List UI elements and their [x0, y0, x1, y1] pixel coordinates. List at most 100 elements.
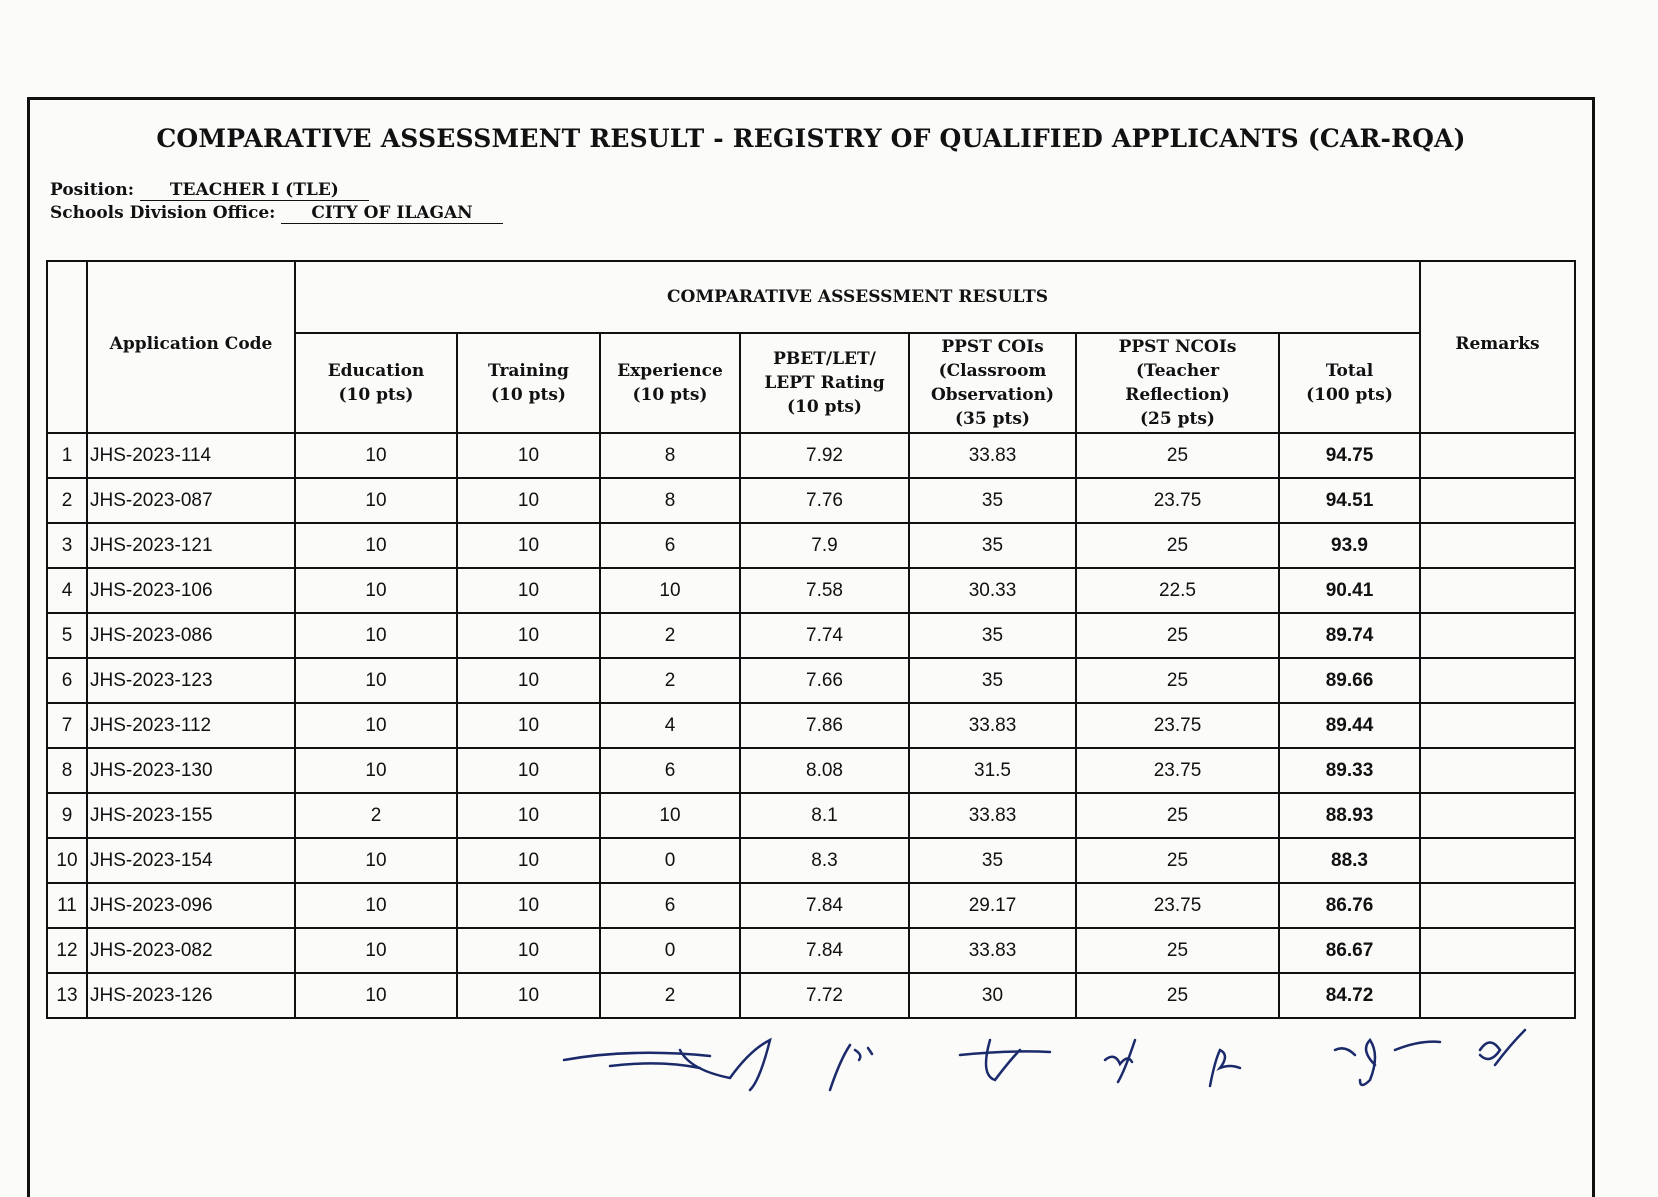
cell-experience: 2	[599, 657, 741, 704]
cell-row-number: 6	[46, 657, 88, 704]
cell-total: 94.75	[1278, 432, 1421, 479]
cell-application-code: JHS-2023-126	[86, 972, 296, 1019]
cell-pbet-rating: 7.66	[739, 657, 910, 704]
cell-training: 10	[456, 927, 601, 974]
cell-ppst-ncois: 25	[1075, 792, 1280, 839]
cell-total: 84.72	[1278, 972, 1421, 1019]
cell-education: 10	[294, 432, 458, 479]
cell-total: 89.74	[1278, 612, 1421, 659]
cell-ppst-cois: 33.83	[908, 792, 1077, 839]
cell-pbet-rating: 7.58	[739, 567, 910, 614]
cell-pbet-rating: 7.76	[739, 477, 910, 524]
document-title: COMPARATIVE ASSESSMENT RESULT - REGISTRY…	[156, 124, 1466, 153]
header-experience: Experience (10 pts)	[599, 332, 741, 434]
header-total: Total (100 pts)	[1278, 332, 1421, 434]
cell-education: 10	[294, 882, 458, 929]
header-experience-line: (10 pts)	[632, 385, 708, 405]
cell-row-number: 10	[46, 837, 88, 884]
cell-pbet-rating: 8.1	[739, 792, 910, 839]
cell-training: 10	[456, 432, 601, 479]
cell-pbet-rating: 8.08	[739, 747, 910, 794]
cell-education: 10	[294, 477, 458, 524]
signature-3	[958, 1038, 1052, 1082]
table-row: 1 JHS-2023-114 10 10 8 7.92 33.83 25 94.75	[46, 432, 1576, 479]
cell-education: 2	[294, 792, 458, 839]
table-row: 10 JHS-2023-154 10 10 0 8.3 35 25 88.3	[46, 837, 1576, 884]
cell-ppst-ncois: 23.75	[1075, 702, 1280, 749]
cell-application-code: JHS-2023-096	[86, 882, 296, 929]
cell-ppst-cois: 35	[908, 612, 1077, 659]
cell-experience: 0	[599, 927, 741, 974]
table-row: 5 JHS-2023-086 10 10 2 7.74 35 25 89.74	[46, 612, 1576, 659]
cell-remarks	[1419, 747, 1576, 794]
cell-total: 89.44	[1278, 702, 1421, 749]
cell-ppst-ncois: 25	[1075, 432, 1280, 479]
cell-application-code: JHS-2023-112	[86, 702, 296, 749]
header-pbet-line: PBET/LET/	[773, 349, 876, 369]
table-row: 9 JHS-2023-155 2 10 10 8.1 33.83 25 88.93	[46, 792, 1576, 839]
table-row: 12 JHS-2023-082 10 10 0 7.84 33.83 25 86.67	[46, 927, 1576, 974]
header-cois-line: (35 pts)	[955, 409, 1030, 429]
cell-education: 10	[294, 522, 458, 569]
cell-application-code: JHS-2023-130	[86, 747, 296, 794]
cell-total: 86.67	[1278, 927, 1421, 974]
cell-remarks	[1419, 522, 1576, 569]
header-cois: PPST COIs (Classroom Observation) (35 pts)	[908, 332, 1077, 434]
cell-application-code: JHS-2023-082	[86, 927, 296, 974]
cell-training: 10	[456, 657, 601, 704]
header-pbet-line: (10 pts)	[787, 397, 862, 417]
cell-remarks	[1419, 657, 1576, 704]
cell-education: 10	[294, 837, 458, 884]
cell-application-code: JHS-2023-106	[86, 567, 296, 614]
cell-pbet-rating: 7.92	[739, 432, 910, 479]
sdo-label: Schools Division Office:	[50, 203, 276, 223]
cell-experience: 10	[599, 792, 741, 839]
cell-application-code: JHS-2023-114	[86, 432, 296, 479]
cell-row-number: 4	[46, 567, 88, 614]
cell-ppst-ncois: 25	[1075, 522, 1280, 569]
table-row: 2 JHS-2023-087 10 10 8 7.76 35 23.75 94.51	[46, 477, 1576, 524]
cell-ppst-ncois: 23.75	[1075, 882, 1280, 929]
table-row: 13 JHS-2023-126 10 10 2 7.72 30 25 84.72	[46, 972, 1576, 1019]
header-ncois-line: (Teacher	[1135, 361, 1220, 381]
cell-training: 10	[456, 747, 601, 794]
header-experience-line: Experience	[617, 361, 723, 381]
header-pbet: PBET/LET/LEPT Rating (10 pts)	[739, 332, 910, 434]
cell-total: 86.76	[1278, 882, 1421, 929]
cell-ppst-cois: 29.17	[908, 882, 1077, 929]
cell-ppst-ncois: 23.75	[1075, 747, 1280, 794]
cell-remarks	[1419, 927, 1576, 974]
cell-ppst-cois: 33.83	[908, 432, 1077, 479]
cell-training: 10	[456, 612, 601, 659]
cell-ppst-ncois: 25	[1075, 837, 1280, 884]
header-education: Education (10 pts)	[294, 332, 458, 434]
cell-training: 10	[456, 792, 601, 839]
header-cois-line: PPST COIs	[941, 337, 1044, 357]
cell-ppst-cois: 35	[908, 657, 1077, 704]
cell-ppst-cois: 33.83	[908, 927, 1077, 974]
cell-pbet-rating: 8.3	[739, 837, 910, 884]
cell-pbet-rating: 7.84	[739, 882, 910, 929]
cell-total: 90.41	[1278, 567, 1421, 614]
cell-training: 10	[456, 477, 601, 524]
header-number	[46, 260, 88, 434]
cell-education: 10	[294, 747, 458, 794]
cell-ppst-ncois: 22.5	[1075, 567, 1280, 614]
cell-total: 88.3	[1278, 837, 1421, 884]
cell-row-number: 3	[46, 522, 88, 569]
cell-row-number: 5	[46, 612, 88, 659]
cell-experience: 6	[599, 522, 741, 569]
cell-education: 10	[294, 567, 458, 614]
cell-pbet-rating: 7.74	[739, 612, 910, 659]
sdo-value: CITY OF ILAGAN	[281, 203, 503, 224]
position-value: TEACHER I (TLE)	[139, 180, 369, 201]
sdo-line: Schools Division Office: CITY OF ILAGAN	[50, 203, 503, 224]
cell-remarks	[1419, 882, 1576, 929]
header-ncois-line: Reflection)	[1125, 385, 1230, 405]
cell-training: 10	[456, 567, 601, 614]
cell-education: 10	[294, 702, 458, 749]
cell-training: 10	[456, 882, 601, 929]
cell-row-number: 2	[46, 477, 88, 524]
header-training-line: (10 pts)	[491, 385, 566, 405]
cell-pbet-rating: 7.72	[739, 972, 910, 1019]
